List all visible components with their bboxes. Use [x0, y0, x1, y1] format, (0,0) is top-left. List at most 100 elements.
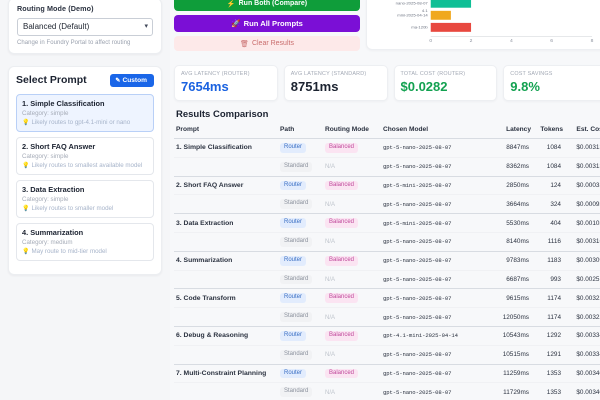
table-row[interactable]: 3. Data Extraction Router Balanced gpt-5-mi… — [174, 213, 600, 233]
cell-prompt: 2. Short FAQ Answer — [174, 176, 278, 196]
cell-model: gpt-5-nano-2025-08-07 — [381, 364, 493, 384]
prompt-item-3[interactable]: 3. Data Extraction Category: simple 💡 Likel… — [16, 179, 154, 218]
prompt-item-note: 💡 Likely routes to smallest available mod… — [22, 162, 148, 169]
cell-tokens: 124 — [533, 176, 565, 196]
table-row[interactable]: Standard N/A gpt-5-nano-2025-08-07 8362ms 10… — [174, 157, 600, 177]
cell-prompt: 4. Summarization — [174, 251, 278, 271]
stat-value: 8751ms — [290, 79, 339, 94]
cell-cost: $0.00313 — [565, 138, 600, 158]
action-buttons: ⚡ Run Both (Compare) 🚀 Run All Prompts 🗑… — [174, 0, 360, 58]
table-row[interactable]: 5. Code Transform Router Balanced gpt-5-nan… — [174, 288, 600, 309]
cell-routing-mode: N/A — [323, 270, 381, 290]
table-row[interactable]: Standard N/A gpt-5-nano-2025-08-07 12050ms 1… — [174, 307, 600, 327]
prompt-item-4[interactable]: 4. Summarization Category: medium 💡 May rou… — [16, 222, 154, 261]
routing-mode-badge: Balanced — [325, 368, 359, 379]
chart-y-tick-label: mini-2025-04-14 — [397, 13, 428, 18]
prompt-item-note: 💡 Likely routes to smaller model — [22, 205, 148, 212]
table-row[interactable]: Standard N/A gpt-5-nano-2025-08-07 10515ms 1… — [174, 345, 600, 365]
top-row: ⚡ Run Both (Compare) 🚀 Run All Prompts 🗑… — [174, 0, 600, 58]
results-table-body: 1. Simple Classification Router Balanced gp… — [174, 138, 600, 400]
cell-latency: 12050ms — [493, 307, 533, 327]
prompt-item-title: 4. Summarization — [22, 227, 84, 237]
cell-tokens: 1292 — [533, 326, 565, 346]
cell-path: Standard — [278, 382, 323, 400]
table-row[interactable]: Standard N/A gpt-5-nano-2025-08-07 11729ms 1… — [174, 382, 600, 400]
cell-routing-mode: Balanced — [323, 364, 381, 384]
cell-latency: 8847ms — [493, 138, 533, 158]
cell-model: gpt-5-nano-2025-08-07 — [381, 288, 493, 309]
cell-prompt — [174, 232, 278, 252]
clear-results-button[interactable]: 🗑 Clear Results — [174, 36, 360, 51]
cell-routing-mode: Balanced — [323, 176, 381, 196]
cell-prompt — [174, 382, 278, 400]
rocket-icon: 🚀 — [231, 19, 241, 28]
stat-label: AVG LATENCY (STANDARD) — [290, 71, 367, 77]
table-row[interactable]: 7. Multi-Constraint Planning Router Balanc… — [174, 364, 600, 384]
cell-model: gpt-5-mini-2025-08-07 — [381, 176, 493, 196]
run-all-prompts-button[interactable]: 🚀 Run All Prompts — [174, 15, 360, 32]
sidebar: Routing Mode (Demo) Balanced (Default) ▾… — [0, 0, 170, 400]
path-badge: Standard — [280, 387, 313, 398]
cell-latency: 3664ms — [493, 194, 533, 215]
cell-tokens: 1353 — [533, 364, 565, 384]
col-header-chosen-model: Chosen Model — [381, 126, 493, 139]
cell-latency: 11259ms — [493, 364, 533, 384]
routing-mode-badge: Balanced — [325, 218, 359, 228]
table-row[interactable]: 6. Debug & Reasoning Router Balanced gpt-4.… — [174, 326, 600, 346]
routing-mode-select[interactable]: Balanced (Default) — [17, 17, 153, 36]
col-header-routing-mode: Routing Mode — [323, 126, 381, 139]
table-row[interactable]: Standard N/A gpt-5-nano-2025-08-07 3664ms 32… — [174, 194, 600, 215]
select-prompt-card: Select Prompt ✎ Custom 1. Simple Classif… — [8, 65, 162, 275]
path-badge: Router — [280, 143, 307, 153]
col-header-tokens: Tokens — [533, 126, 565, 139]
table-row[interactable]: Standard N/A gpt-5-nano-2025-08-07 6687ms 99… — [174, 270, 600, 290]
run-both-button[interactable]: ⚡ Run Both (Compare) — [174, 0, 360, 11]
stat-value: 9.8% — [510, 79, 540, 94]
cell-model: gpt-5-nano-2025-08-07 — [381, 157, 493, 177]
table-row[interactable]: Standard N/A gpt-5-nano-2025-08-07 8140ms 11… — [174, 232, 600, 252]
col-header-est-cost: Est. Cost — [565, 126, 600, 139]
cell-routing-mode: N/A — [323, 194, 381, 215]
cell-routing-mode: Balanced — [323, 288, 381, 309]
cell-latency: 5530ms — [493, 213, 533, 233]
cell-tokens: 1116 — [533, 232, 565, 252]
lightbulb-icon: 💡 — [22, 205, 30, 212]
routing-mode-na: N/A — [325, 164, 336, 171]
stat-cards: AVG LATENCY (ROUTER) 7654ms AVG LATENCY (S… — [174, 65, 600, 101]
prompt-item-2[interactable]: 2. Short FAQ Answer Category: simple 💡 Like… — [16, 136, 154, 175]
table-row[interactable]: 1. Simple Classification Router Balanced gp… — [174, 138, 600, 158]
prompt-item-category: Category: medium — [22, 238, 73, 246]
stat-value: 7654ms — [181, 79, 229, 94]
path-badge: Standard — [280, 199, 313, 210]
cell-path: Router — [278, 288, 323, 309]
cell-routing-mode: N/A — [323, 382, 381, 400]
path-badge: Router — [280, 180, 307, 191]
routing-mode-na: N/A — [325, 352, 336, 359]
prompt-item-1[interactable]: 1. Simple Classification Category: simple… — [16, 93, 154, 132]
custom-prompt-button[interactable]: ✎ Custom — [110, 73, 154, 87]
cell-path: Standard — [278, 157, 323, 177]
stat-value: $0.0282 — [400, 79, 448, 94]
prompt-item-title: 1. Simple Classification — [22, 98, 105, 108]
table-row[interactable]: 2. Short FAQ Answer Router Balanced gpt-5-m… — [174, 176, 600, 196]
path-badge: Standard — [280, 349, 313, 360]
cell-tokens: 1183 — [533, 251, 565, 271]
cell-cost: $0.00334 — [565, 326, 600, 346]
routing-mode-na: N/A — [325, 389, 336, 396]
results-header-row: Prompt Path Routing Mode Chosen Model Latenc… — [174, 126, 600, 139]
cell-routing-mode: Balanced — [323, 326, 381, 346]
cell-cost: $0.00103 — [565, 213, 600, 233]
cell-cost: $0.00313 — [565, 157, 600, 177]
table-row[interactable]: 4. Summarization Router Balanced gpt-5-nano… — [174, 251, 600, 271]
cell-prompt: 5. Code Transform — [174, 288, 278, 309]
path-badge: Router — [280, 255, 307, 266]
cell-cost: $0.00334 — [565, 345, 600, 365]
routing-mode-select-wrap[interactable]: Balanced (Default) ▾ — [17, 16, 153, 36]
cell-model: gpt-5-nano-2025-08-07 — [381, 382, 493, 400]
cell-tokens: 1174 — [533, 288, 565, 309]
routing-mode-na: N/A — [325, 239, 336, 246]
cell-prompt: 3. Data Extraction — [174, 213, 278, 233]
stat-card-4: COST SAVINGS 9.8% — [503, 65, 600, 101]
run-all-label: Run All Prompts — [243, 19, 303, 28]
routing-mode-na: N/A — [325, 201, 336, 208]
